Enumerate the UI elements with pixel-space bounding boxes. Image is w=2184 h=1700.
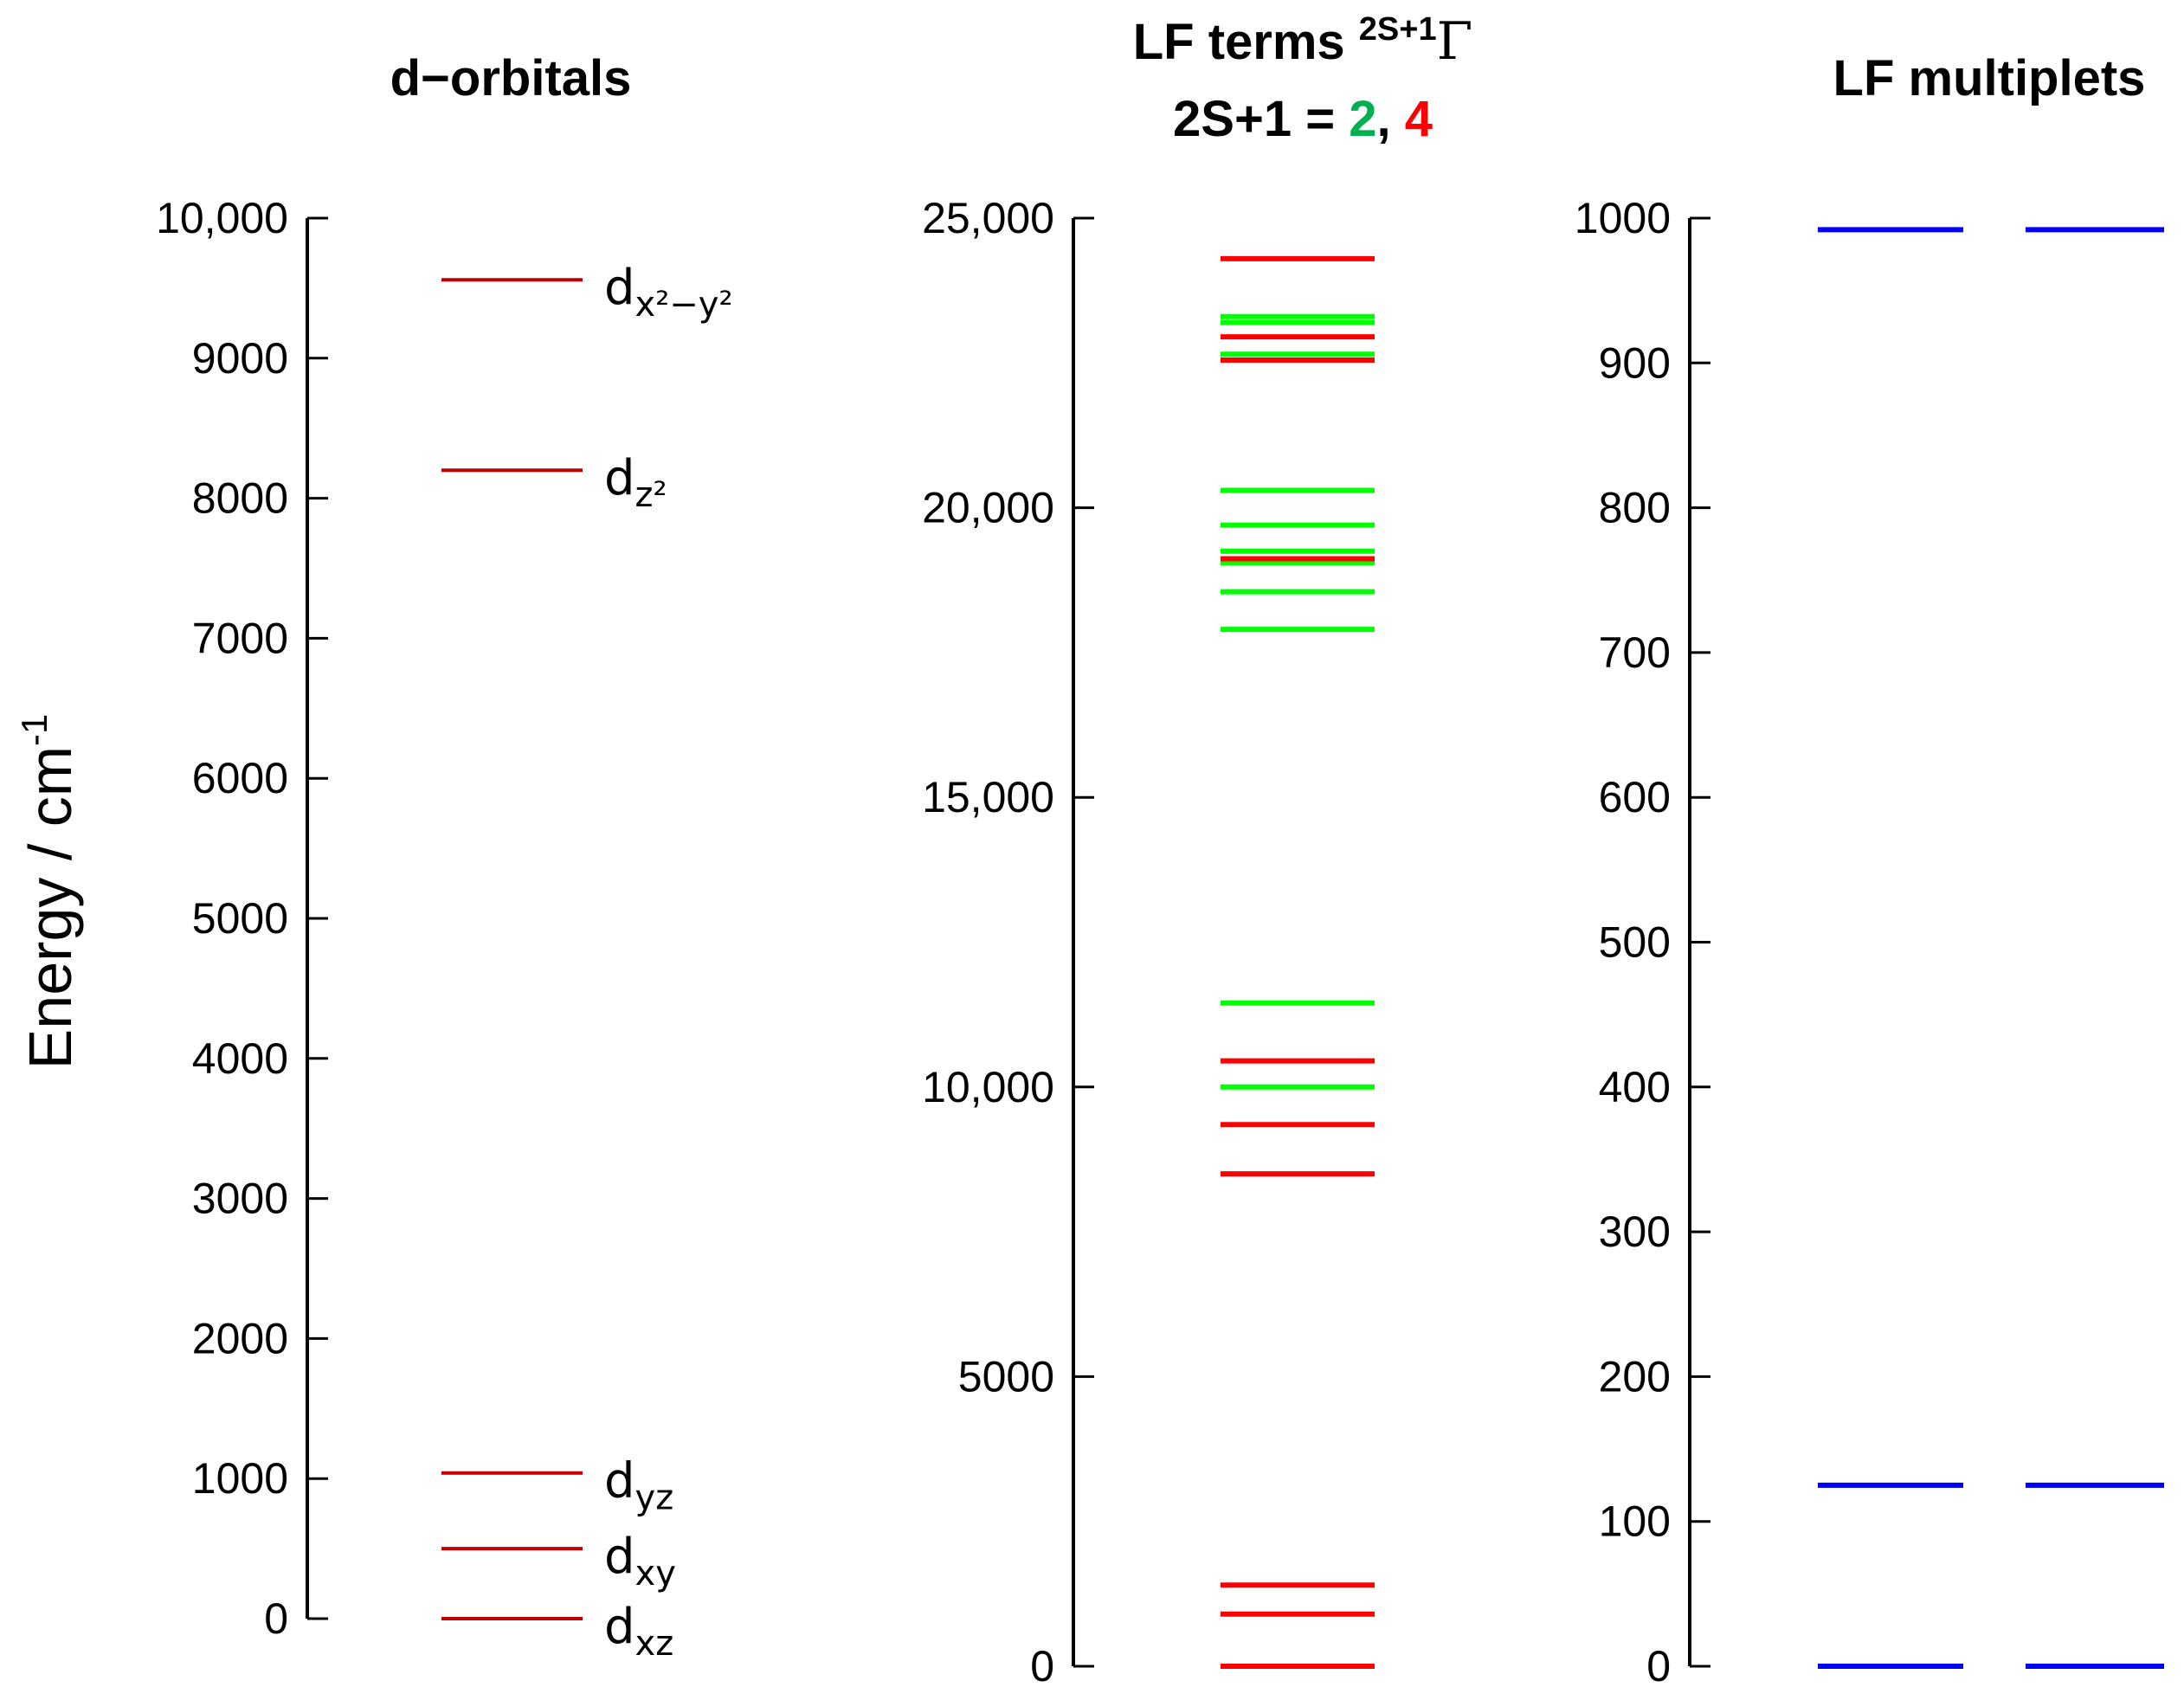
lf-terms-tick-label: 15,000 — [922, 773, 1054, 821]
lf-terms-panel: LF terms 2S+1Γ 2S+1 = 2, 4 0 5000 10,000 15… — [922, 11, 1472, 1690]
lf-multiplets-tick-label: 500 — [1599, 918, 1671, 967]
d-orbitals-tick-label: 9000 — [192, 334, 288, 383]
d-orbitals-title: d−orbitals — [390, 50, 632, 106]
lf-multiplets-tick-label: 200 — [1599, 1352, 1671, 1401]
d-orbitals-tick-label: 10,000 — [156, 194, 288, 242]
lf-multiplets-tick-label: 900 — [1599, 338, 1671, 387]
lf-terms-title-line2: 2S+1 = 2, 4 — [1173, 91, 1433, 147]
d-orbitals-tick-label: 0 — [264, 1594, 288, 1643]
lf-multiplets-tick-label: 300 — [1599, 1207, 1671, 1256]
lf-terms-tick-label: 25,000 — [922, 194, 1054, 242]
lf-terms-tick-label: 10,000 — [922, 1063, 1054, 1111]
y-axis-label: Energy / cm-1 — [14, 714, 84, 1070]
lf-multiplets-tick-label: 400 — [1599, 1063, 1671, 1111]
lf-terms-tick-label: 0 — [1030, 1642, 1054, 1690]
orbital-label: dxz — [604, 1599, 673, 1664]
lf-terms-tick-label: 20,000 — [922, 484, 1054, 532]
lf-multiplets-tick-label: 1000 — [1575, 194, 1671, 242]
d-orbitals-tick-label: 3000 — [192, 1175, 288, 1223]
lf-terms-tick-label: 5000 — [958, 1352, 1054, 1401]
d-orbitals-panel: d−orbitals 0 1000 2000 3000 4000 5000 6000 7000… — [156, 50, 732, 1664]
lf-terms-title-line1: LF terms 2S+1Γ — [1133, 11, 1473, 72]
d-orbitals-tick-label: 4000 — [192, 1034, 288, 1083]
orbital-label: dz² — [604, 450, 667, 515]
lf-multiplets-title: LF multiplets — [1833, 50, 2146, 106]
d-orbitals-tick-label: 7000 — [192, 614, 288, 662]
orbital-label: dx²−y² — [604, 260, 732, 325]
d-orbitals-tick-label: 5000 — [192, 894, 288, 943]
d-orbitals-tick-label: 8000 — [192, 474, 288, 523]
lf-multiplets-tick-label: 100 — [1599, 1497, 1671, 1546]
lf-multiplets-tick-label: 600 — [1599, 773, 1671, 821]
orbital-label: dyz — [604, 1453, 673, 1518]
lf-multiplets-panel: LF multiplets 0 100 200 300 400 500 600 700 800 9… — [1575, 50, 2164, 1690]
d-orbitals-tick-label: 2000 — [192, 1314, 288, 1362]
d-orbitals-tick-label: 1000 — [192, 1454, 288, 1503]
lf-multiplets-tick-label: 0 — [1646, 1642, 1671, 1690]
orbital-label: dxy — [604, 1529, 676, 1594]
multiplicity-4-label: 4 — [1405, 91, 1433, 147]
lf-multiplets-tick-label: 700 — [1599, 628, 1671, 677]
lf-multiplets-tick-label: 800 — [1599, 484, 1671, 532]
d-orbitals-tick-label: 6000 — [192, 754, 288, 802]
multiplicity-2-label: 2 — [1349, 91, 1376, 147]
